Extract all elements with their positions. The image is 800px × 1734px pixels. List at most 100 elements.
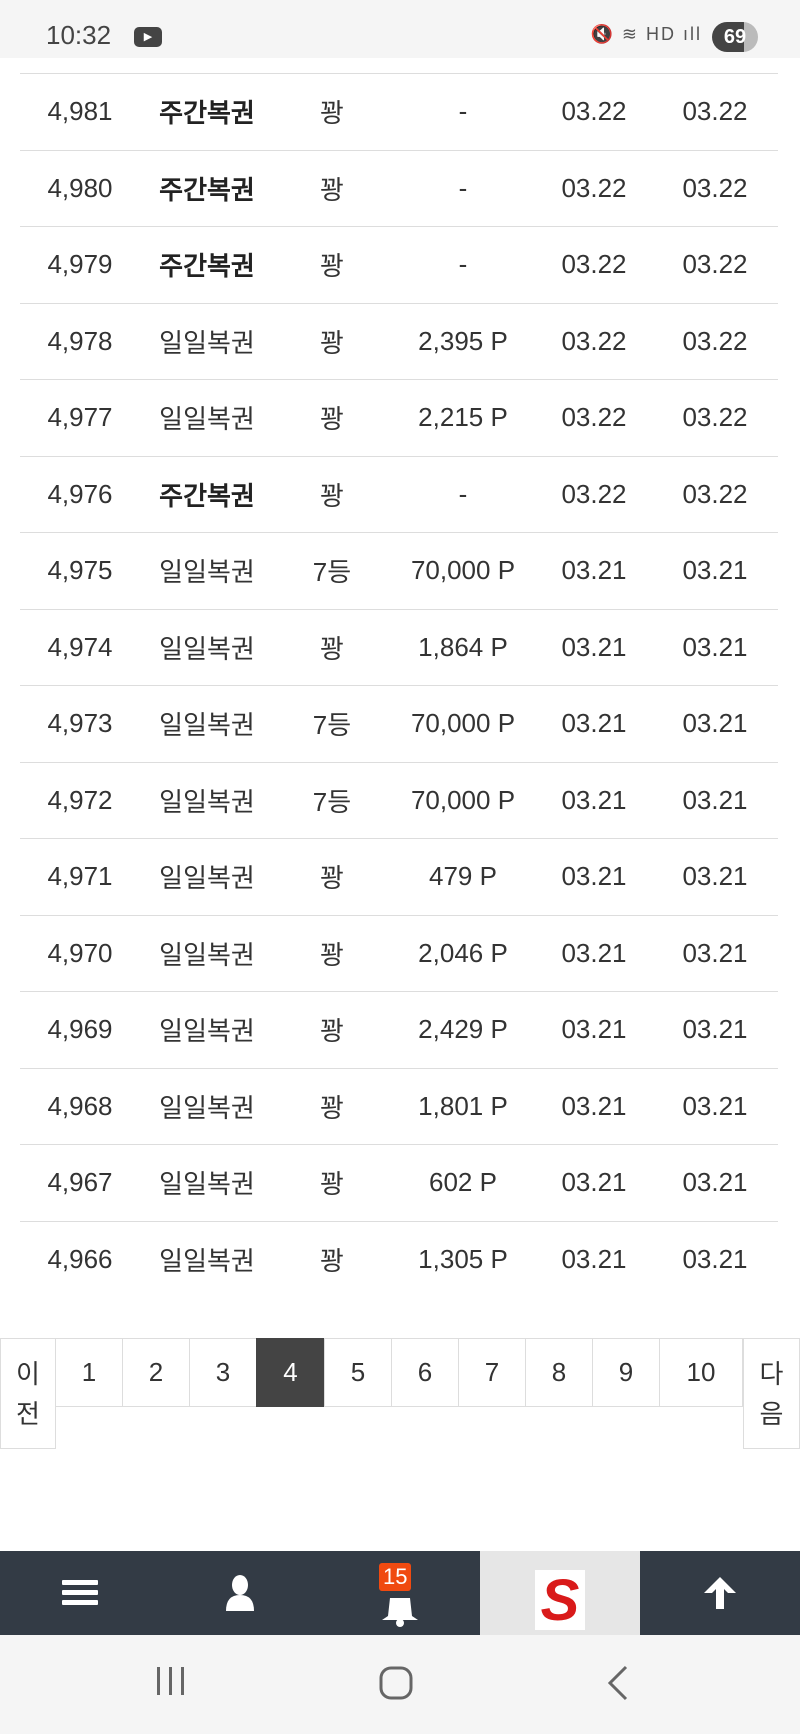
cell-date1: 03.21	[561, 1243, 627, 1274]
cell-rank: 7등	[312, 710, 352, 741]
cell-rank: 꽝	[320, 251, 344, 282]
youtube-icon: ▶	[134, 27, 162, 47]
cell-rank: 꽝	[320, 633, 344, 664]
cell-date1: 03.22	[561, 249, 627, 280]
table-row: 4,968 일일복권 꽝 1,801 P 03.21 03.21	[20, 1067, 778, 1145]
page-button-10[interactable]: 10	[659, 1338, 743, 1407]
bottom-nav: S 15	[0, 1551, 800, 1635]
cell-date1: 03.21	[561, 861, 627, 892]
table-row: 4,978 일일복권 꽝 2,395 P 03.22 03.22	[20, 302, 778, 380]
cell-rank: 꽝	[320, 174, 344, 205]
home-icon[interactable]	[378, 1665, 414, 1701]
cell-date1: 03.21	[561, 1090, 627, 1121]
cell-points: 2,395 P	[418, 325, 508, 356]
table-row: 4,973 일일복권 7등 70,000 P 03.21 03.21	[20, 685, 778, 762]
cell-type: 주간복권	[159, 251, 255, 282]
cell-date2: 03.21	[682, 784, 748, 815]
cell-points: 70,000 P	[410, 708, 516, 739]
cell-rank: 꽝	[320, 939, 344, 970]
pagination: 이 전 1 2 3 4 5 6 7 8 9 10 다 음	[0, 1338, 800, 1450]
cell-no: 4,972	[47, 784, 113, 815]
cell-rank: 꽝	[320, 327, 344, 358]
menu-button[interactable]	[0, 1551, 160, 1635]
cell-date2: 03.21	[682, 1090, 748, 1121]
clock: 10:32	[46, 20, 112, 50]
cell-no: 4,981	[47, 96, 113, 127]
cell-date1: 03.22	[561, 172, 627, 203]
table-row: 4,981 주간복권 꽝 - 03.22 03.22	[20, 73, 778, 150]
cell-date1: 03.21	[561, 937, 627, 968]
cell-points: -	[458, 478, 468, 509]
page-button-5[interactable]: 5	[324, 1338, 392, 1407]
cell-points: -	[458, 172, 468, 203]
cell-type: 주간복권	[159, 98, 255, 129]
cell-date2: 03.21	[682, 708, 748, 739]
recent-apps-icon[interactable]	[155, 1665, 187, 1697]
page-button-7[interactable]: 7	[458, 1338, 526, 1407]
s-logo: S	[535, 1568, 585, 1633]
site-logo-button[interactable]: S	[480, 1551, 640, 1635]
cell-date1: 03.21	[561, 784, 627, 815]
back-icon[interactable]	[606, 1665, 630, 1701]
cell-no: 4,976	[47, 478, 113, 509]
page-button-6[interactable]: 6	[391, 1338, 459, 1407]
cell-rank: 7등	[312, 786, 352, 817]
notification-badge: 15	[379, 1563, 412, 1591]
cell-rank: 꽝	[320, 404, 344, 435]
table-row: 4,974 일일복권 꽝 1,864 P 03.21 03.21	[20, 608, 778, 686]
cell-date1: 03.21	[561, 1014, 627, 1045]
cell-points: 2,215 P	[418, 402, 508, 433]
user-icon	[226, 1575, 254, 1611]
profile-button[interactable]	[160, 1551, 320, 1635]
page-button-3[interactable]: 3	[189, 1338, 257, 1407]
battery-indicator: 69	[712, 22, 758, 52]
cell-no: 4,968	[47, 1090, 113, 1121]
cell-type: 일일복권	[159, 1092, 255, 1123]
cell-rank: 꽝	[320, 480, 344, 511]
cell-date1: 03.21	[561, 708, 627, 739]
cell-date1: 03.21	[561, 631, 627, 662]
bell-icon	[382, 1598, 418, 1627]
table-row: 4,966 일일복권 꽝 1,305 P 03.21 03.21	[20, 1220, 778, 1298]
cell-points: 1,305 P	[418, 1243, 508, 1274]
cell-rank: 꽝	[320, 98, 344, 129]
cell-date2: 03.21	[682, 1014, 748, 1045]
cell-points: 2,046 P	[418, 937, 508, 968]
cell-type: 일일복권	[159, 939, 255, 970]
cell-date2: 03.21	[682, 631, 748, 662]
status-icons: 🔇 ≋ HD ıll	[590, 24, 702, 44]
page-button-8[interactable]: 8	[525, 1338, 593, 1407]
cell-no: 4,973	[47, 708, 113, 739]
cell-date1: 03.21	[561, 555, 627, 586]
cell-points: 1,864 P	[418, 631, 508, 662]
table-row: 4,975 일일복권 7등 70,000 P 03.21 03.21	[20, 532, 778, 609]
cell-no: 4,971	[47, 861, 113, 892]
arrow-up-icon	[704, 1577, 736, 1609]
cell-date2: 03.21	[682, 555, 748, 586]
page-button-2[interactable]: 2	[122, 1338, 190, 1407]
page-button-9[interactable]: 9	[592, 1338, 660, 1407]
page-button-1[interactable]: 1	[55, 1338, 123, 1407]
cell-points: 70,000 P	[410, 555, 516, 586]
cell-rank: 꽝	[320, 1169, 344, 1200]
page-button-4[interactable]: 4	[256, 1338, 325, 1407]
notifications-button[interactable]	[320, 1551, 480, 1635]
android-nav-bar	[0, 1635, 800, 1734]
cell-type: 일일복권	[159, 557, 255, 588]
cell-rank: 꽝	[320, 1016, 344, 1047]
table-row: 4,969 일일복권 꽝 2,429 P 03.21 03.21	[20, 991, 778, 1068]
cell-rank: 꽝	[320, 1245, 344, 1276]
hamburger-icon	[62, 1580, 98, 1605]
cell-date2: 03.21	[682, 1167, 748, 1198]
table-row: 4,971 일일복권 꽝 479 P 03.21 03.21	[20, 838, 778, 915]
cell-no: 4,970	[47, 937, 113, 968]
lottery-history-table: 4,981 주간복권 꽝 -03.22 03.22 4,980 주간복권 꽝 -03.22 03.…	[20, 73, 778, 1297]
cell-points: 1,801 P	[418, 1090, 508, 1121]
cell-no: 4,980	[47, 172, 113, 203]
scroll-top-button[interactable]	[640, 1551, 800, 1635]
cell-no: 4,967	[47, 1167, 113, 1198]
cell-date1: 03.22	[561, 402, 627, 433]
cell-type: 일일복권	[159, 1016, 255, 1047]
